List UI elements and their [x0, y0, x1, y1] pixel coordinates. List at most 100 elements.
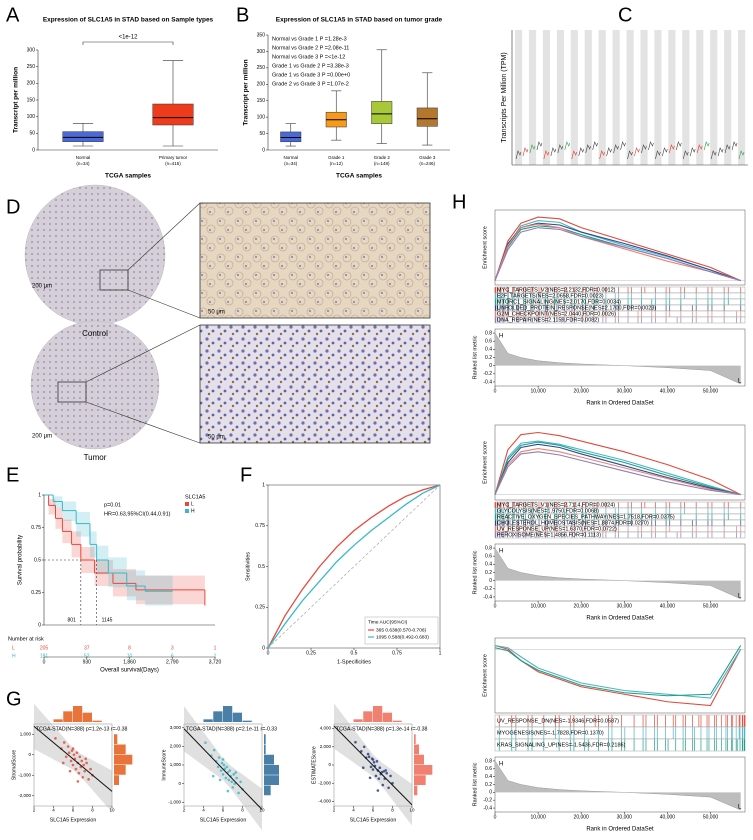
background-band	[668, 30, 676, 165]
marginal-bar	[63, 711, 73, 722]
y-tick-label: 0.5	[258, 564, 265, 570]
y-tick-label: -2,000	[18, 793, 31, 798]
point	[220, 761, 224, 765]
es-curve	[494, 431, 741, 496]
point	[231, 786, 235, 789]
y-tick-label: 0.75	[255, 523, 265, 529]
es-curve	[494, 443, 741, 496]
background-band	[724, 30, 732, 165]
marginal-bar	[382, 712, 392, 722]
legend-title: Time AUC(95%CI)	[368, 619, 408, 625]
y-tick-label: 0	[489, 790, 492, 796]
distribution-sketch	[676, 141, 682, 151]
legend-box	[364, 616, 439, 645]
y-tick-label: 0.8	[485, 330, 492, 336]
y-tick-label: 0	[262, 147, 265, 153]
x-tick-label: 10,000	[530, 814, 546, 820]
annotation: Grade 2 vs Grade 3 P =1.07e-2	[272, 81, 349, 87]
x-tick-label: 0	[494, 814, 497, 820]
zoom-line	[85, 401, 201, 444]
distribution-sketch	[599, 150, 605, 160]
chart-title: TCGA-STAD(N=388) p=1.3e-14 r=-0.38	[336, 726, 428, 732]
risk-count: 37	[84, 645, 90, 651]
median-label: 801	[67, 617, 76, 623]
y-tick-label: -0.2	[483, 371, 492, 377]
point	[385, 771, 388, 775]
point	[64, 755, 68, 759]
x-tick-label: Grade 2	[374, 155, 391, 160]
y-tick-label: 0.2	[485, 570, 492, 576]
point	[77, 771, 81, 775]
x-tick-label: 30,000	[617, 603, 633, 609]
marginal-bar	[223, 706, 233, 722]
point	[232, 773, 236, 776]
y-tick-label: 0	[489, 363, 492, 369]
y-tick-label: 1,000	[170, 762, 182, 767]
low-label: L	[738, 379, 742, 385]
x-tick-note: (n=148)	[374, 161, 390, 166]
x-tick-label: 6	[372, 808, 375, 813]
y-tick-label: 0.2	[485, 782, 492, 788]
distribution-sketch	[731, 141, 738, 151]
point	[367, 755, 371, 759]
regression-line	[183, 728, 263, 810]
panel-label: D	[6, 196, 20, 218]
legend-swatch	[185, 502, 189, 506]
x-axis-label: 1-Specificities	[337, 659, 371, 665]
risk-count: 10	[127, 653, 133, 659]
y-tick-label: 0	[262, 645, 265, 651]
x-tick-label: 2	[333, 808, 336, 813]
marginal-bar	[353, 719, 363, 722]
significance-label: <1e-12	[119, 35, 139, 41]
distribution-sketch	[634, 147, 640, 157]
x-tick-label: 2	[183, 808, 186, 813]
marginal-bar	[414, 754, 424, 765]
y-tick-label: 1	[38, 492, 41, 498]
y-tick-label: 0	[328, 762, 331, 767]
risk-count: 8	[128, 645, 131, 651]
point	[223, 767, 227, 771]
scale-bar-label: 50 μm	[208, 310, 225, 316]
background-band	[542, 30, 551, 165]
background-band	[584, 30, 592, 165]
x-tick-label: Primary tumor	[159, 155, 188, 160]
metric-frame	[494, 756, 746, 813]
y-tick-label: 0	[28, 752, 31, 757]
x-tick-label: 6	[222, 808, 225, 813]
point	[66, 745, 70, 748]
annotation: Normal vs Grade 3 P =<1e-12	[272, 54, 345, 60]
marginal-bar	[264, 765, 279, 775]
marginal-bar	[53, 719, 63, 722]
x-tick-label: 0.75	[392, 650, 402, 656]
point	[227, 778, 231, 782]
y-tick-label: -4,000	[318, 799, 331, 804]
y-tick-label: -1,000	[18, 772, 31, 777]
distribution-sketch	[689, 147, 696, 157]
es-curve	[494, 644, 742, 699]
point	[381, 783, 385, 787]
x-tick-label: 30,000	[617, 814, 633, 820]
confidence-band	[48, 498, 56, 515]
background-band	[626, 30, 634, 165]
y-tick-label: 150	[27, 97, 36, 103]
gene-set-label: UV_RESPONSE_UP(NES=1.6370,FDR=0.0722)	[497, 526, 617, 532]
x-axis-label: Rank in Ordered DataSet	[586, 616, 654, 622]
es-curve	[494, 216, 741, 282]
chart-title: Expression of SLC1A5 in STAD based on tu…	[276, 17, 443, 24]
marginal-bar	[92, 720, 102, 722]
x-axis-label: TCGA samples	[336, 173, 382, 180]
distribution-sketch	[682, 150, 689, 160]
marginal-bar	[392, 720, 402, 722]
legend-label: 1095 0.588(0.492-0.683)	[376, 634, 429, 640]
legend-label: 365 0.638(0.570-0.706)	[376, 627, 427, 633]
scale-bar-label: 50 μm	[208, 435, 225, 441]
x-tick-label: Grade 1	[328, 155, 345, 160]
point	[237, 791, 240, 795]
risk-count: 1	[214, 653, 217, 659]
y-tick-label: 2,000	[320, 744, 332, 749]
risk-row-label: L	[12, 645, 15, 651]
point	[218, 778, 222, 782]
annotation: Grade 1 vs Grade 2 P =3.38e-3	[272, 63, 349, 69]
distribution-sketch	[703, 141, 710, 151]
background-band	[682, 30, 690, 165]
